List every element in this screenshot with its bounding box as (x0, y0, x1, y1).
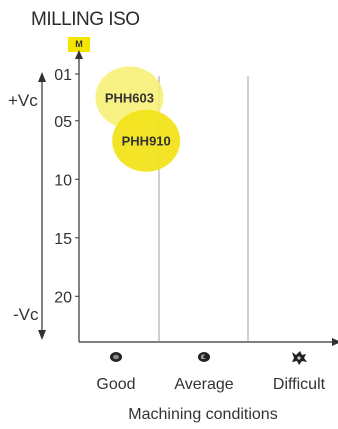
vc-arrow-up-head (38, 72, 46, 82)
x-axis-arrow-head (332, 338, 338, 346)
vc-arrow-down-head (38, 330, 46, 340)
difficult-condition-icon (292, 351, 307, 365)
x-axis-label: Machining conditions (128, 406, 277, 423)
vc-low-label: -Vc (13, 305, 39, 324)
bubble-label: PHH910 (122, 134, 171, 149)
y-tick-label: 01 (54, 67, 72, 84)
bubble-phh910 (112, 109, 181, 172)
y-tick-label: 05 (54, 114, 72, 131)
material-badge: M (68, 37, 90, 52)
average-condition-icon (198, 352, 210, 362)
bubble-label: PHH603 (105, 90, 154, 105)
y-tick-label: 10 (54, 172, 72, 189)
y-tick-label: 15 (54, 231, 72, 248)
good-condition-icon (110, 352, 122, 362)
chart-title: MILLING ISO (31, 9, 140, 30)
x-category-label: Difficult (273, 376, 326, 393)
y-tick-label: 20 (54, 289, 72, 306)
x-category-label: Average (174, 376, 233, 393)
vc-high-label: +Vc (8, 91, 38, 110)
x-category-label: Good (96, 376, 135, 393)
y-axis-arrow-head (75, 50, 83, 59)
